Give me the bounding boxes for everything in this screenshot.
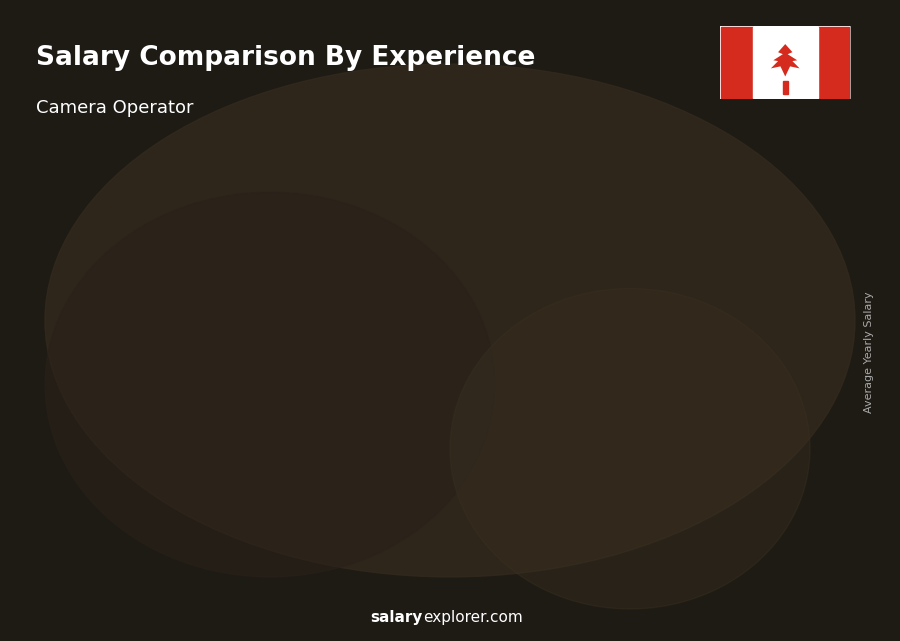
- Polygon shape: [316, 292, 392, 302]
- Text: Camera Operator: Camera Operator: [36, 99, 194, 117]
- Polygon shape: [194, 383, 257, 577]
- Polygon shape: [71, 437, 135, 577]
- Text: 62,600 CAD: 62,600 CAD: [321, 280, 392, 293]
- Polygon shape: [746, 181, 759, 577]
- FancyArrowPatch shape: [251, 287, 317, 367]
- FancyArrowPatch shape: [130, 365, 194, 420]
- Text: 76,400 CAD: 76,400 CAD: [443, 219, 513, 232]
- Polygon shape: [316, 302, 380, 577]
- FancyArrowPatch shape: [374, 224, 439, 285]
- FancyBboxPatch shape: [719, 25, 851, 100]
- Text: 87,800 CAD: 87,800 CAD: [727, 169, 796, 182]
- Polygon shape: [438, 231, 514, 241]
- Polygon shape: [380, 292, 392, 577]
- Polygon shape: [135, 427, 148, 577]
- FancyArrowPatch shape: [498, 200, 562, 225]
- Ellipse shape: [45, 64, 855, 577]
- Polygon shape: [771, 44, 799, 76]
- Text: Salary Comparison By Experience: Salary Comparison By Experience: [36, 45, 536, 71]
- Ellipse shape: [450, 288, 810, 609]
- Polygon shape: [502, 231, 514, 577]
- Text: Average Yearly Salary: Average Yearly Salary: [863, 292, 874, 413]
- Ellipse shape: [45, 192, 495, 577]
- Text: +9%: +9%: [629, 119, 671, 137]
- Text: +6%: +6%: [507, 155, 549, 174]
- Text: +38%: +38%: [133, 308, 187, 326]
- Text: explorer.com: explorer.com: [423, 610, 523, 625]
- Bar: [818, 26, 850, 99]
- Text: 44,000 CAD: 44,000 CAD: [199, 362, 268, 375]
- Bar: [783, 81, 788, 94]
- Polygon shape: [257, 374, 270, 577]
- Text: salary: salary: [371, 610, 423, 625]
- Bar: [752, 26, 818, 99]
- Polygon shape: [683, 181, 759, 191]
- Polygon shape: [194, 374, 270, 383]
- Polygon shape: [561, 213, 636, 222]
- Text: 80,600 CAD: 80,600 CAD: [565, 201, 635, 214]
- Polygon shape: [625, 213, 636, 577]
- Text: +22%: +22%: [378, 161, 432, 179]
- Polygon shape: [71, 427, 148, 437]
- Bar: [721, 26, 752, 99]
- Polygon shape: [683, 191, 746, 577]
- Polygon shape: [561, 222, 625, 577]
- Text: +42%: +42%: [256, 217, 310, 235]
- FancyArrowPatch shape: [619, 170, 684, 206]
- Polygon shape: [438, 241, 502, 577]
- Text: 31,900 CAD: 31,900 CAD: [70, 413, 140, 426]
